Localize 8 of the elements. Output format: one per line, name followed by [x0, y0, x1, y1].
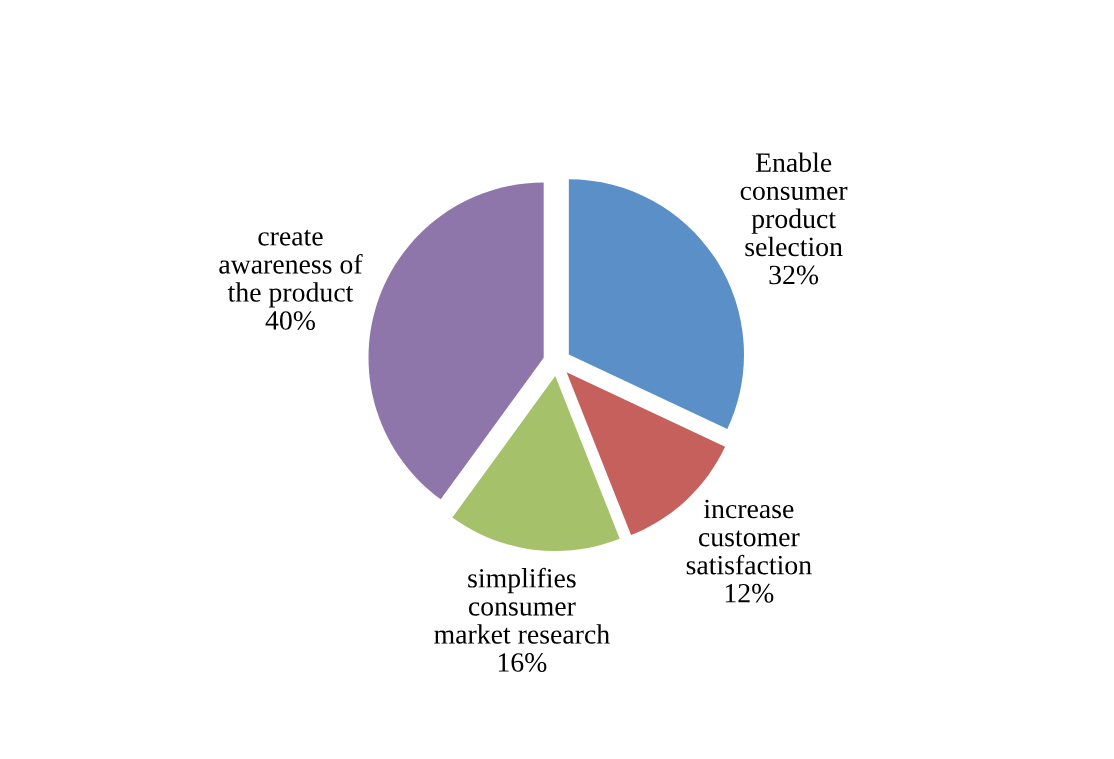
slice-label: Enable consumer product selection — [740, 152, 848, 257]
data-label: 16% — [498, 653, 547, 672]
data-label: 40% — [265, 311, 315, 330]
data-label: 32% — [769, 265, 819, 285]
data-label: 12% — [725, 583, 774, 603]
slice-label: simplifies consumer market research — [434, 567, 610, 644]
slice-label: increase customer satisfaction — [686, 499, 812, 575]
slice-label: create awareness of the product — [219, 229, 363, 308]
